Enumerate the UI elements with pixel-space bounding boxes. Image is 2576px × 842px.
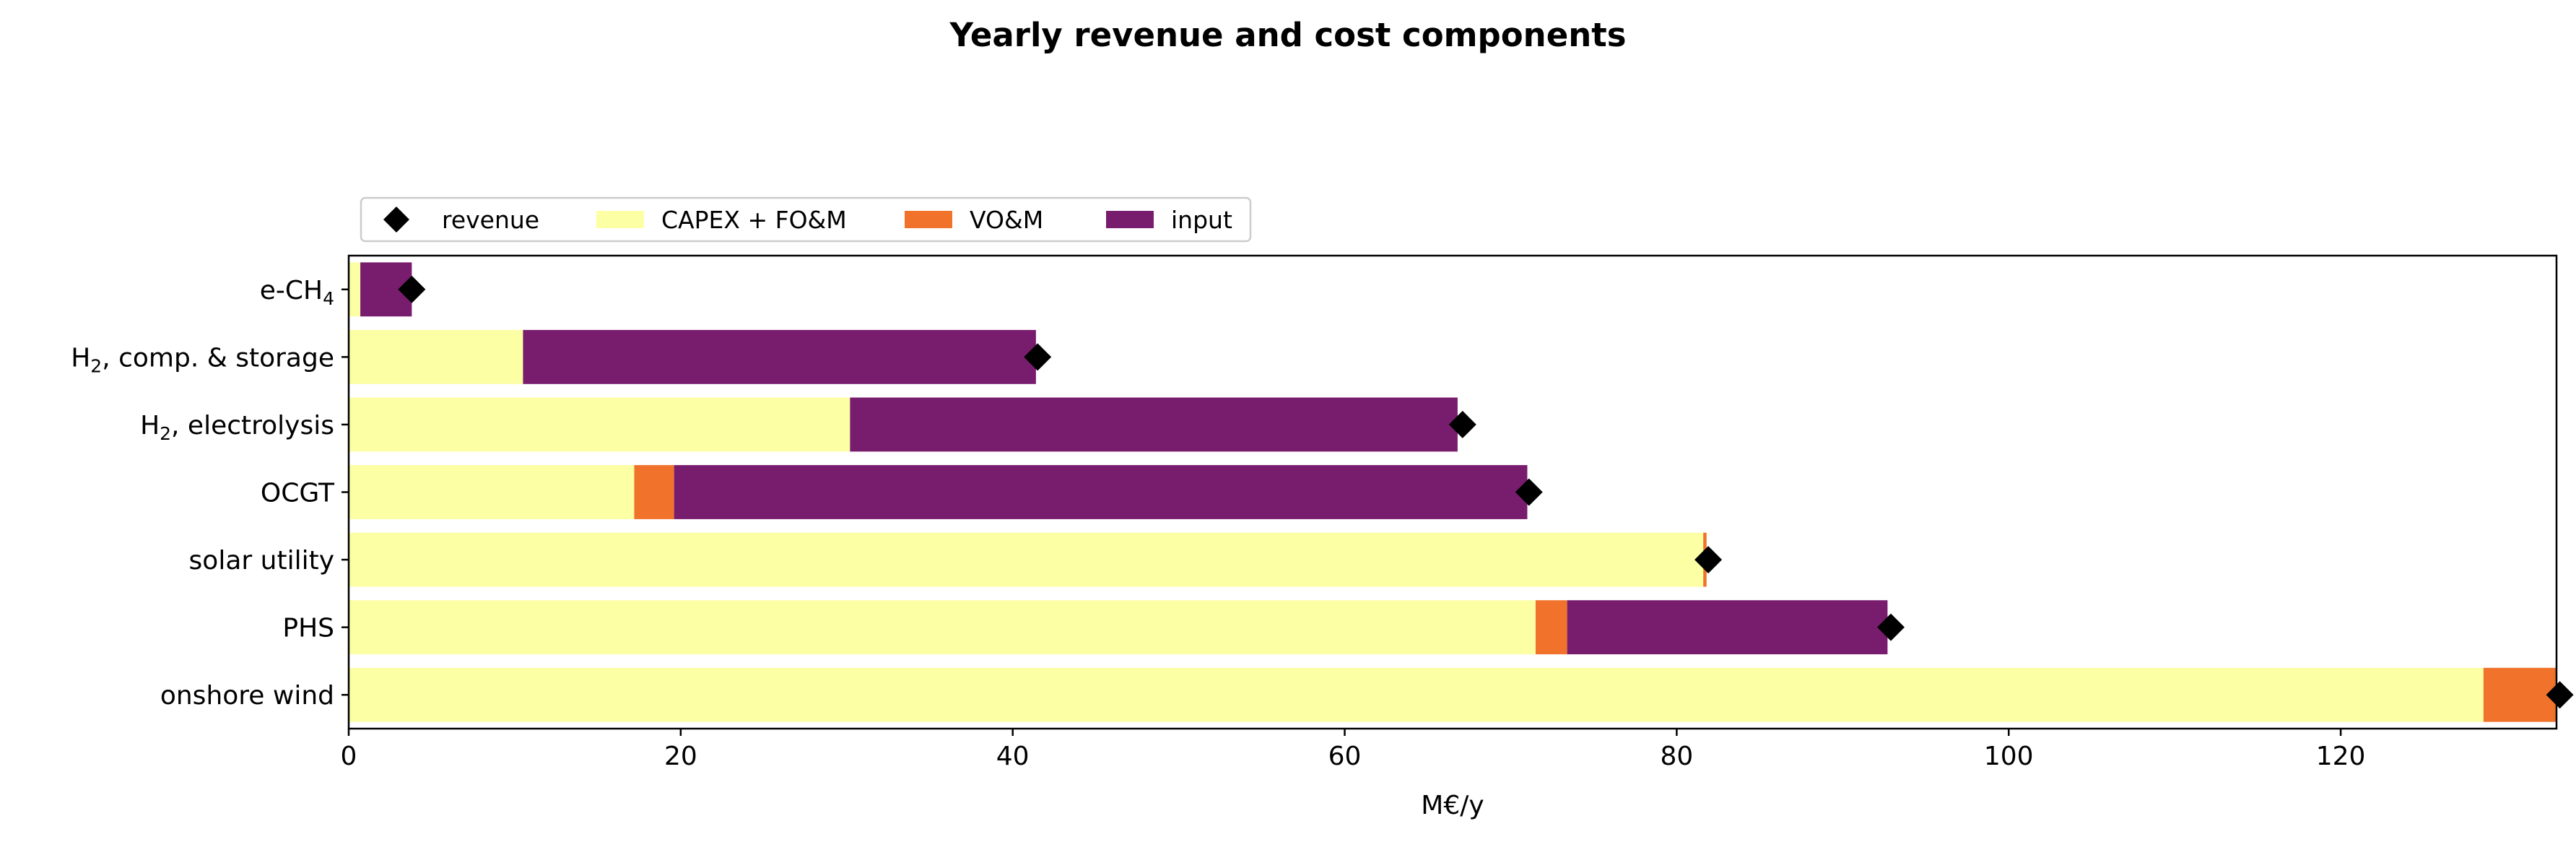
legend: revenue CAPEX + FO&M VO&M input	[360, 196, 1252, 243]
chart-title: Yearly revenue and cost components	[949, 16, 1626, 54]
y-tick-label: OCGT	[261, 479, 335, 508]
bar-segment	[674, 465, 1528, 519]
y-tick-label: onshore wind	[160, 681, 334, 711]
bar-segment	[523, 329, 1036, 384]
y-axis: e-CH4 H2, comp. & storage H2, electrolysis…	[71, 276, 349, 711]
bars-layer	[349, 262, 2557, 722]
x-tick-label: 20	[664, 742, 697, 771]
revenue-marker	[1515, 478, 1543, 506]
plot-area	[347, 254, 2574, 730]
x-tick-label: 100	[1984, 742, 2034, 771]
bar-segment	[349, 329, 523, 384]
legend-label: revenue	[442, 206, 539, 234]
legend-swatch	[1106, 211, 1154, 228]
revenue-marker	[1694, 546, 1723, 574]
legend-label: VO&M	[970, 206, 1043, 234]
legend-label: input	[1171, 206, 1232, 234]
x-tick-label: 60	[1328, 742, 1362, 771]
revenue-marker	[398, 275, 426, 303]
legend-swatch	[905, 211, 952, 228]
bar-segment	[349, 397, 850, 452]
legend-label: CAPEX + FO&M	[661, 206, 847, 234]
bar-segment	[634, 465, 674, 519]
legend-swatch-revenue	[383, 207, 409, 233]
x-tick-label: 40	[996, 742, 1030, 771]
legend-swatch	[596, 211, 644, 228]
bar-segment	[349, 600, 1536, 655]
y-tick-label: e-CH4	[260, 276, 334, 309]
bar-segment	[349, 262, 361, 317]
revenue-markers-layer	[398, 275, 2574, 709]
legend-frame	[360, 196, 1252, 243]
y-tick-label: H2, electrolysis	[140, 411, 334, 444]
x-tick-label: 120	[2316, 742, 2366, 771]
x-tick-label: 80	[1660, 742, 1693, 771]
x-axis: 0 20 40 60 80 100 120	[341, 729, 2366, 771]
bar-segment	[2483, 667, 2557, 722]
y-tick-label: solar utility	[189, 546, 334, 576]
bar-segment	[1567, 600, 1888, 655]
bar-segment	[349, 465, 635, 519]
y-tick-label: PHS	[282, 614, 334, 643]
revenue-marker	[1877, 613, 1905, 641]
x-axis-label: M€/y	[1421, 791, 1484, 820]
bar-segment	[349, 532, 1704, 587]
bar-segment	[349, 667, 2484, 722]
x-tick-label: 0	[341, 742, 357, 771]
bar-segment	[1535, 600, 1567, 655]
revenue-marker	[1448, 410, 1476, 438]
revenue-marker	[1024, 343, 1052, 371]
bar-segment	[850, 397, 1458, 452]
y-tick-label: H2, comp. & storage	[71, 343, 334, 376]
revenue-marker	[2546, 681, 2574, 709]
